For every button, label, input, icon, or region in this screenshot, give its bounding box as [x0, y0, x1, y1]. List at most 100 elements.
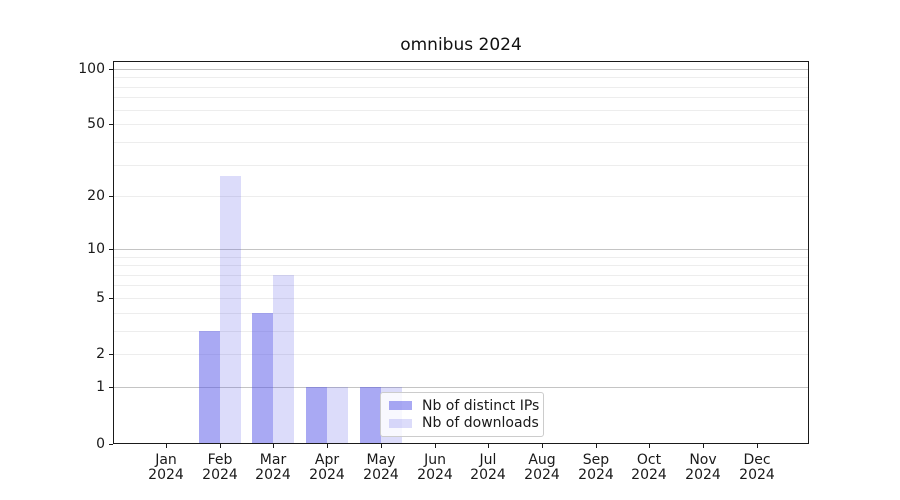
x-tick-jul	[488, 444, 489, 448]
y-tick-label-5: 5	[96, 290, 105, 306]
y-tick-10	[109, 249, 113, 250]
major-gridline-100	[114, 69, 808, 70]
x-tick-mar	[273, 444, 274, 448]
x-tick-jun	[435, 444, 436, 448]
y-tick-label-2: 2	[96, 346, 105, 362]
x-tick-apr	[327, 444, 328, 448]
x-tick-month-text: Dec	[743, 452, 771, 468]
minor-gridline-50	[114, 124, 808, 125]
x-tick-month-text: Jan	[155, 452, 177, 468]
x-tick-month-text: Jun	[424, 452, 446, 468]
x-tick-year-text: 2024	[524, 467, 560, 483]
x-tick-label-dec: Dec 2024	[725, 453, 789, 483]
x-tick-label-feb: Feb 2024	[188, 453, 252, 483]
chart-title: omnibus 2024	[400, 35, 522, 55]
legend-label: Nb of distinct IPs	[422, 397, 540, 414]
x-tick-month-text: Apr	[314, 452, 340, 468]
x-tick-year-text: 2024	[417, 467, 453, 483]
x-tick-may	[381, 444, 382, 448]
x-tick-month-text: Mar	[259, 452, 287, 468]
x-tick-year-text: 2024	[470, 467, 506, 483]
x-tick-label-jul: Jul 2024	[456, 453, 520, 483]
minor-gridline-2	[114, 354, 808, 355]
x-tick-year-text: 2024	[363, 467, 399, 483]
minor-gridline-3	[114, 331, 808, 332]
x-tick-label-oct: Oct 2024	[617, 453, 681, 483]
major-gridline-10	[114, 249, 808, 250]
y-tick-label-1: 1	[96, 379, 105, 395]
y-tick-2	[109, 354, 113, 355]
bar-apr-distinct-ips	[306, 387, 327, 443]
y-tick-50	[109, 124, 113, 125]
y-tick-label-100: 100	[78, 61, 105, 77]
y-tick-100	[109, 69, 113, 70]
x-tick-label-apr: Apr 2024	[295, 453, 359, 483]
minor-gridline-4	[114, 313, 808, 314]
bar-mar-downloads	[273, 275, 294, 443]
x-tick-label-mar: Mar 2024	[241, 453, 305, 483]
x-tick-month-text: Aug	[528, 452, 556, 468]
x-tick-feb	[220, 444, 221, 448]
minor-gridline-70	[114, 97, 808, 98]
minor-gridline-20	[114, 196, 808, 197]
x-tick-month-text: Jul	[479, 452, 497, 468]
x-tick-jan	[166, 444, 167, 448]
x-tick-label-nov: Nov 2024	[671, 453, 735, 483]
x-tick-year-text: 2024	[739, 467, 775, 483]
minor-gridline-5	[114, 298, 808, 299]
minor-gridline-6	[114, 285, 808, 286]
x-tick-oct	[649, 444, 650, 448]
y-tick-label-50: 50	[87, 116, 105, 132]
x-tick-month-text: Sep	[582, 452, 610, 468]
y-tick-0	[109, 444, 113, 445]
x-tick-label-sep: Sep 2024	[564, 453, 628, 483]
x-tick-year-text: 2024	[309, 467, 345, 483]
x-tick-dec	[757, 444, 758, 448]
minor-gridline-7	[114, 275, 808, 276]
legend: Nb of distinct IPs Nb of downloads	[380, 392, 544, 437]
x-tick-label-aug: Aug 2024	[510, 453, 574, 483]
x-tick-year-text: 2024	[578, 467, 614, 483]
y-tick-label-10: 10	[87, 241, 105, 257]
bar-may-distinct-ips	[360, 387, 381, 443]
minor-gridline-90	[114, 77, 808, 78]
x-tick-year-text: 2024	[631, 467, 667, 483]
legend-label: Nb of downloads	[422, 415, 539, 432]
bar-feb-distinct-ips	[199, 331, 220, 443]
y-tick-label-20: 20	[87, 188, 105, 204]
y-tick-1	[109, 387, 113, 388]
y-tick-label-0: 0	[96, 436, 105, 452]
x-tick-year-text: 2024	[685, 467, 721, 483]
bar-feb-downloads	[220, 176, 241, 443]
x-tick-aug	[542, 444, 543, 448]
legend-swatch-distinct-ips-icon	[389, 401, 412, 411]
x-tick-label-jan: Jan 2024	[134, 453, 198, 483]
x-tick-sep	[596, 444, 597, 448]
x-tick-month-text: Feb	[207, 452, 233, 468]
x-tick-label-jun: Jun 2024	[403, 453, 467, 483]
minor-gridline-9	[114, 257, 808, 258]
x-tick-year-text: 2024	[255, 467, 291, 483]
x-tick-month-text: Oct	[636, 452, 662, 468]
bar-apr-downloads	[327, 387, 348, 443]
plot-area	[113, 61, 809, 444]
x-tick-year-text: 2024	[202, 467, 238, 483]
x-tick-nov	[703, 444, 704, 448]
minor-gridline-60	[114, 110, 808, 111]
x-tick-month-text: May	[366, 452, 396, 468]
x-tick-label-may: May 2024	[349, 453, 413, 483]
minor-gridline-80	[114, 87, 808, 88]
major-gridline-1	[114, 387, 808, 388]
x-tick-month-text: Nov	[689, 452, 717, 468]
legend-swatch-downloads-icon	[389, 418, 412, 428]
y-tick-20	[109, 196, 113, 197]
x-tick-year-text: 2024	[148, 467, 184, 483]
minor-gridline-40	[114, 142, 808, 143]
y-tick-5	[109, 298, 113, 299]
minor-gridline-8	[114, 265, 808, 266]
legend-item-distinct-ips: Nb of distinct IPs	[389, 397, 539, 414]
minor-gridline-30	[114, 165, 808, 166]
legend-item-downloads: Nb of downloads	[389, 415, 539, 432]
bar-mar-distinct-ips	[252, 313, 273, 443]
